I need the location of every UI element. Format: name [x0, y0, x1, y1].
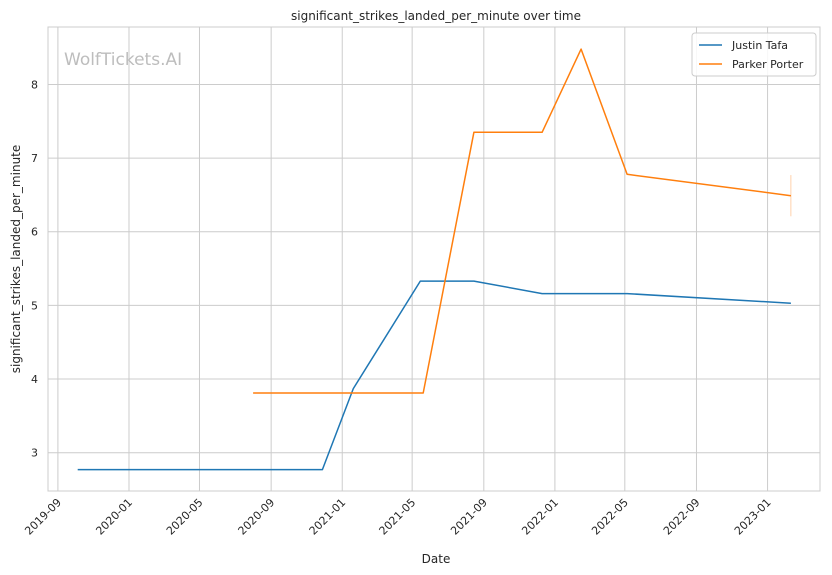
chart-title: significant_strikes_landed_per_minute ov… — [291, 9, 581, 23]
x-tick-label: 2021-09 — [448, 496, 490, 538]
legend: Justin Tafa Parker Porter — [691, 32, 817, 77]
y-tick-label: 6 — [31, 226, 38, 239]
plot-area — [47, 26, 821, 492]
x-tick-label: 2019-09 — [22, 496, 64, 538]
x-tick-label: 2022-09 — [661, 496, 703, 538]
x-tick-label: 2021-01 — [307, 496, 349, 538]
x-tick-label: 2021-05 — [377, 496, 419, 538]
watermark: WolfTickets.AI — [64, 50, 182, 70]
x-axis-label: Date — [422, 552, 451, 566]
series-layer — [77, 48, 792, 471]
legend-label-justin-tafa: Justin Tafa — [731, 39, 788, 52]
legend-box — [691, 32, 817, 77]
x-tick-label: 2022-01 — [519, 496, 561, 538]
series-line-1 — [253, 48, 791, 394]
y-tick-label: 3 — [31, 447, 38, 460]
y-axis-label: significant_strikes_landed_per_minute — [9, 145, 23, 374]
series-line-0 — [77, 280, 791, 471]
x-tick-label: 2023-01 — [732, 496, 774, 538]
y-tick-label: 7 — [31, 152, 38, 165]
x-tick-labels: 2019-09 2020-01 2020-05 2020-09 2021-01 2021-… — [22, 496, 773, 538]
x-tick-label: 2022-05 — [589, 496, 631, 538]
x-tick-label: 2020-09 — [236, 496, 278, 538]
legend-label-parker-porter: Parker Porter — [732, 58, 804, 71]
x-tick-label: 2020-01 — [93, 496, 135, 538]
y-gridlines — [48, 83, 820, 454]
y-tick-labels: 3 4 5 6 7 8 — [31, 78, 38, 459]
y-tick-label: 8 — [31, 78, 38, 91]
y-tick-label: 4 — [31, 373, 38, 386]
x-tick-label: 2020-05 — [164, 496, 206, 538]
y-tick-label: 5 — [31, 299, 38, 312]
